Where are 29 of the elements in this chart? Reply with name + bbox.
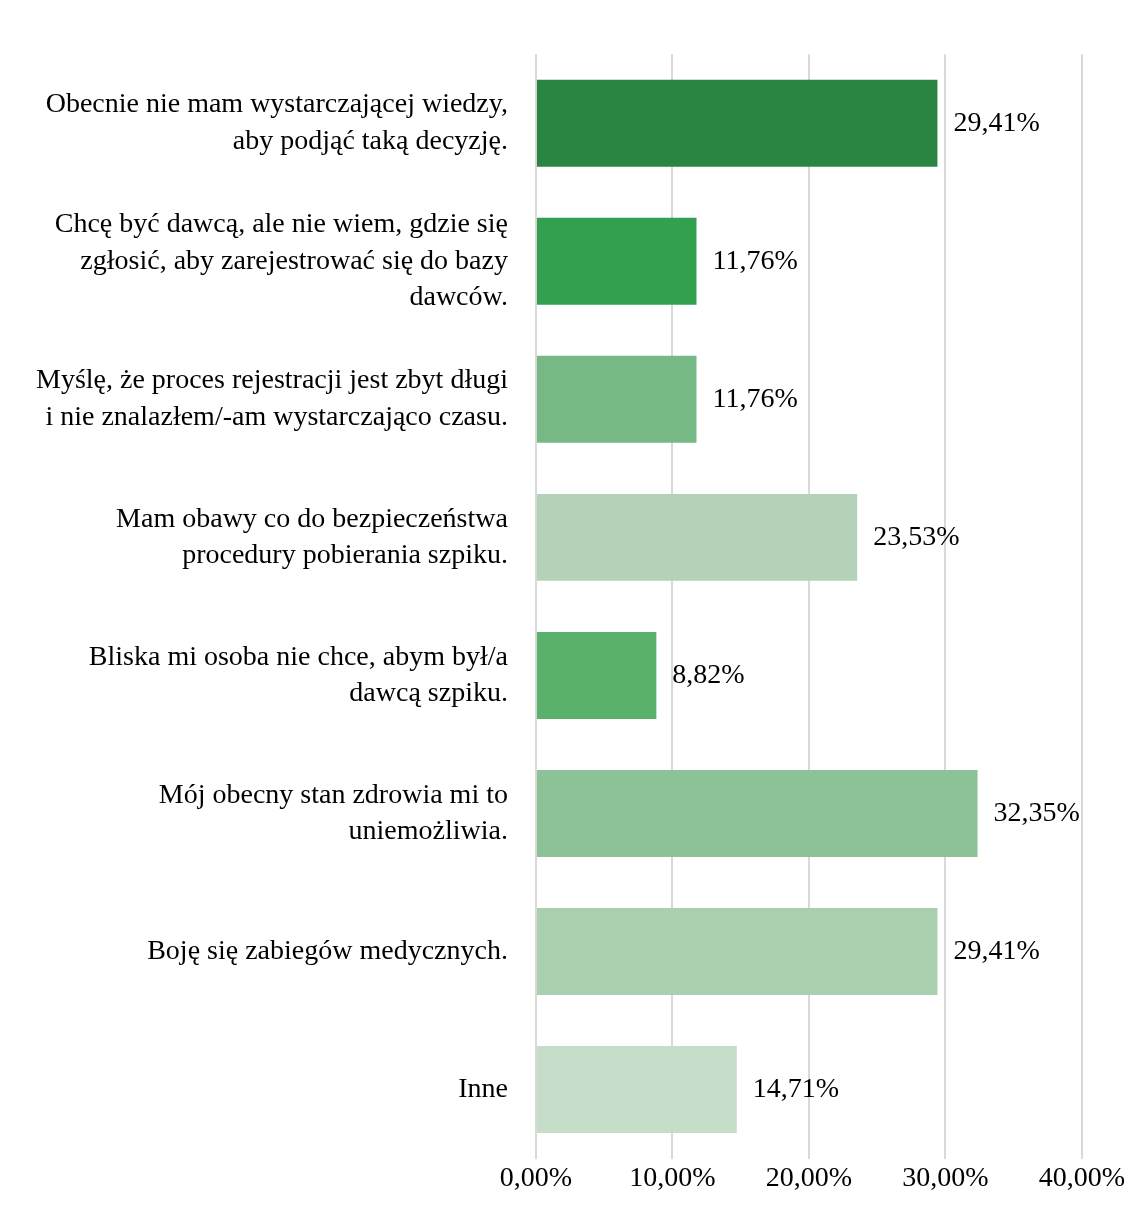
y-tick-label: Chcę być dawcą, ale nie wiem, gdzie się zgłosić, aby zarejestrować się do bazy dawców. [54, 207, 508, 312]
bar [536, 631, 657, 719]
y-tick-label: Boję się zabiegów medycznych. [147, 933, 508, 965]
y-tick-label: Myślę, że proces rejestracji jest zbyt długi i nie znalazłem/-am wystarczająco czasu. [36, 363, 509, 431]
x-tick-label: 0,00% [499, 1160, 573, 1192]
bar [536, 908, 938, 996]
bar [536, 1046, 737, 1134]
bar [536, 355, 697, 443]
y-tick-label: Mój obecny stan zdrowia mi to uniemożliwia. [158, 777, 508, 846]
x-tick-label: 20,00% [765, 1160, 853, 1192]
x-tick-label: 10,00% [629, 1160, 716, 1192]
y-tick-label: Inne [458, 1071, 508, 1103]
bar [536, 493, 858, 581]
data-label: 29,41% [953, 105, 1040, 137]
y-tick-label: Mam obawy co do bezpieczeństwa procedury pobierania szpiku. [116, 501, 509, 569]
data-label: 11,76% [712, 243, 798, 275]
data-label: 11,76% [712, 381, 798, 413]
data-label: 23,53% [873, 519, 960, 551]
data-label: 29,41% [953, 933, 1040, 965]
bar [536, 769, 978, 857]
bar [536, 79, 938, 167]
x-tick-label: 30,00% [902, 1160, 989, 1192]
data-label: 32,35% [993, 795, 1080, 827]
y-tick-label: Obecnie nie mam wystarczającej wiedzy, aby podjąć taką decyzję. [45, 87, 508, 155]
data-label: 14,71% [752, 1071, 840, 1103]
data-label: 8,82% [672, 657, 745, 689]
bar [536, 217, 697, 305]
x-tick-label: 40,00% [1038, 1160, 1126, 1192]
y-tick-label: Bliska mi osoba nie chce, abym był/a dawcą szpiku. [88, 639, 509, 707]
